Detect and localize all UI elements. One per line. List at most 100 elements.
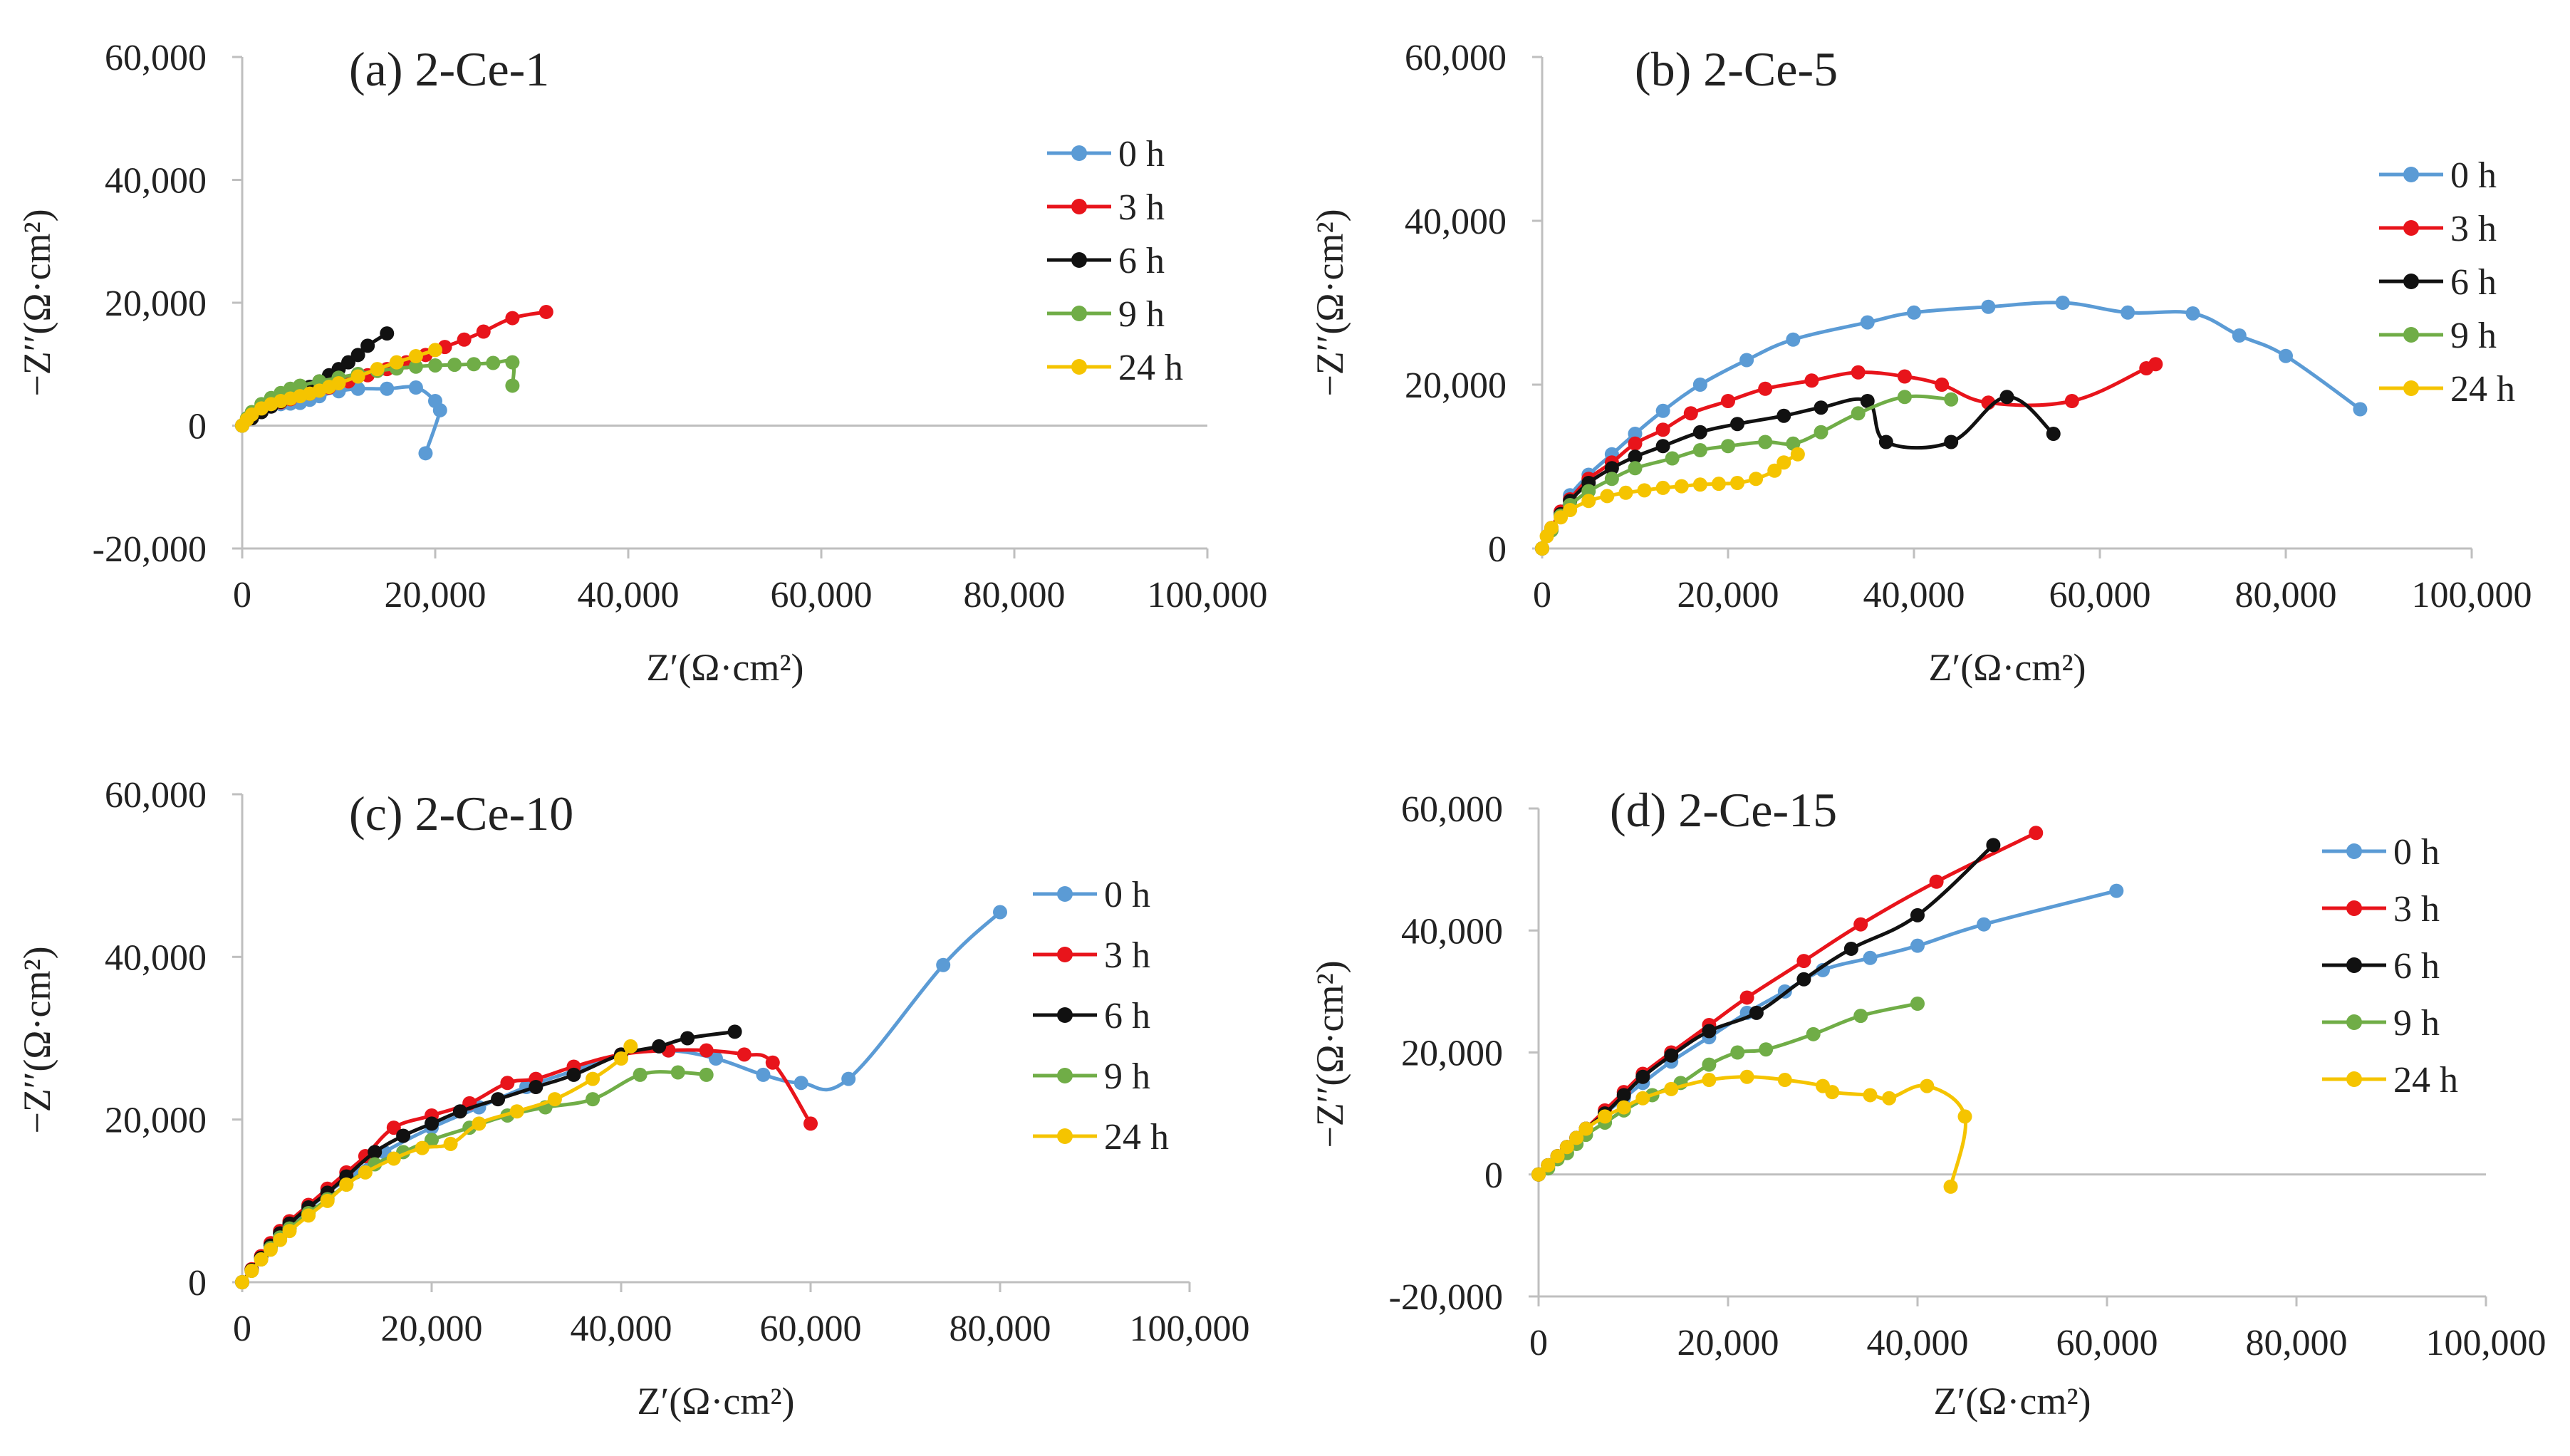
data-point xyxy=(244,1264,259,1279)
y-axis-label: −Z′′(Ω·cm²) xyxy=(1309,960,1351,1148)
legend-label: 6 h xyxy=(1118,241,1165,281)
legend-label: 9 h xyxy=(1104,1056,1150,1097)
data-point xyxy=(680,1031,695,1046)
legend-label: 0 h xyxy=(1104,875,1150,915)
y-axis-label: −Z′′(Ω·cm²) xyxy=(16,946,58,1133)
data-point xyxy=(1711,477,1726,492)
data-point xyxy=(1853,917,1868,932)
data-point xyxy=(408,359,423,374)
data-point xyxy=(993,905,1007,920)
data-point xyxy=(623,1039,638,1054)
data-point xyxy=(1749,1005,1764,1020)
legend-label: 24 h xyxy=(1118,348,1183,388)
data-point xyxy=(1637,483,1652,498)
data-point xyxy=(1604,472,1619,487)
data-point xyxy=(1776,455,1791,470)
data-point xyxy=(709,1051,723,1066)
data-point xyxy=(476,324,491,339)
data-point xyxy=(1957,1109,1972,1124)
legend-label: 6 h xyxy=(1104,996,1150,1036)
data-point xyxy=(1531,1167,1546,1182)
data-point xyxy=(1664,1048,1679,1063)
data-point xyxy=(282,1224,297,1239)
x-tick-label: 20,000 xyxy=(381,1309,483,1349)
data-point xyxy=(1692,425,1707,440)
data-point xyxy=(2121,305,2135,320)
y-tick-label: 20,000 xyxy=(105,284,207,324)
y-tick-label: 20,000 xyxy=(1405,365,1507,406)
data-point xyxy=(614,1051,628,1066)
legend-label: 0 h xyxy=(2393,832,2440,873)
x-tick-label: 0 xyxy=(233,575,251,615)
y-tick-label: 60,000 xyxy=(105,38,207,78)
x-tick-label: 0 xyxy=(1533,575,1551,615)
data-point xyxy=(370,362,385,377)
data-point xyxy=(1758,381,1773,396)
data-point xyxy=(1655,403,1670,418)
x-tick-label: 80,000 xyxy=(2235,575,2337,615)
data-point xyxy=(2232,328,2247,343)
data-point xyxy=(1581,494,1596,509)
data-point xyxy=(415,1140,430,1155)
chart-panels: 0 20,000 40,000 60,000 80,000 100,000 -20,000 0… xyxy=(16,38,2546,1423)
data-point xyxy=(727,1024,742,1039)
legend-marker xyxy=(1057,886,1073,902)
data-point xyxy=(1851,365,1866,380)
data-point xyxy=(1986,838,2001,853)
data-point xyxy=(1618,485,1633,500)
legend-marker xyxy=(2346,1071,2362,1087)
data-point xyxy=(254,1252,269,1267)
data-point xyxy=(1739,1069,1754,1084)
legend-label: 9 h xyxy=(2393,1003,2440,1044)
data-point xyxy=(1796,972,1811,987)
data-point xyxy=(1999,390,2014,405)
data-point xyxy=(467,357,482,372)
legend-marker xyxy=(2403,380,2419,396)
data-point xyxy=(389,355,404,370)
x-tick-label: 20,000 xyxy=(1677,575,1779,615)
data-point xyxy=(293,378,308,393)
data-point xyxy=(1655,480,1670,495)
data-point xyxy=(1665,451,1680,466)
data-point xyxy=(1702,1073,1717,1088)
y-tick-label: 20,000 xyxy=(105,1101,207,1141)
legend-label: 9 h xyxy=(1118,294,1165,335)
data-point xyxy=(1581,484,1596,499)
data-point xyxy=(1628,427,1643,441)
data-point xyxy=(1777,1073,1792,1088)
data-point xyxy=(1578,1121,1593,1136)
legend-label: 3 h xyxy=(1118,187,1165,228)
data-point xyxy=(1944,392,1959,407)
data-point xyxy=(380,326,395,341)
data-point xyxy=(1569,1130,1584,1145)
x-tick-label: 60,000 xyxy=(2049,575,2151,615)
y-tick-label: 0 xyxy=(188,1263,207,1304)
data-point xyxy=(1541,1158,1556,1172)
data-point xyxy=(1860,315,1875,330)
data-point xyxy=(936,957,951,972)
y-tick-label: 40,000 xyxy=(1401,911,1503,952)
data-point xyxy=(1853,1009,1868,1024)
legend-marker xyxy=(1071,306,1087,321)
data-point xyxy=(539,304,553,319)
data-point xyxy=(500,1076,515,1091)
data-point xyxy=(547,1092,562,1107)
data-point xyxy=(1721,439,1735,454)
data-point xyxy=(1758,435,1773,449)
data-point xyxy=(1730,1045,1745,1060)
data-point xyxy=(1767,463,1782,478)
data-point xyxy=(1559,1140,1574,1155)
legend-marker xyxy=(2403,167,2419,182)
data-point xyxy=(1920,1078,1935,1093)
data-point xyxy=(1981,299,1996,314)
data-point xyxy=(418,446,433,461)
x-tick-label: 60,000 xyxy=(2056,1323,2158,1363)
data-point xyxy=(263,1242,278,1257)
data-point xyxy=(1635,1069,1650,1084)
legend-marker xyxy=(1057,1007,1073,1023)
data-point xyxy=(1804,373,1819,388)
data-point xyxy=(1843,941,1858,956)
data-point xyxy=(699,1043,714,1058)
data-point xyxy=(472,1116,487,1131)
